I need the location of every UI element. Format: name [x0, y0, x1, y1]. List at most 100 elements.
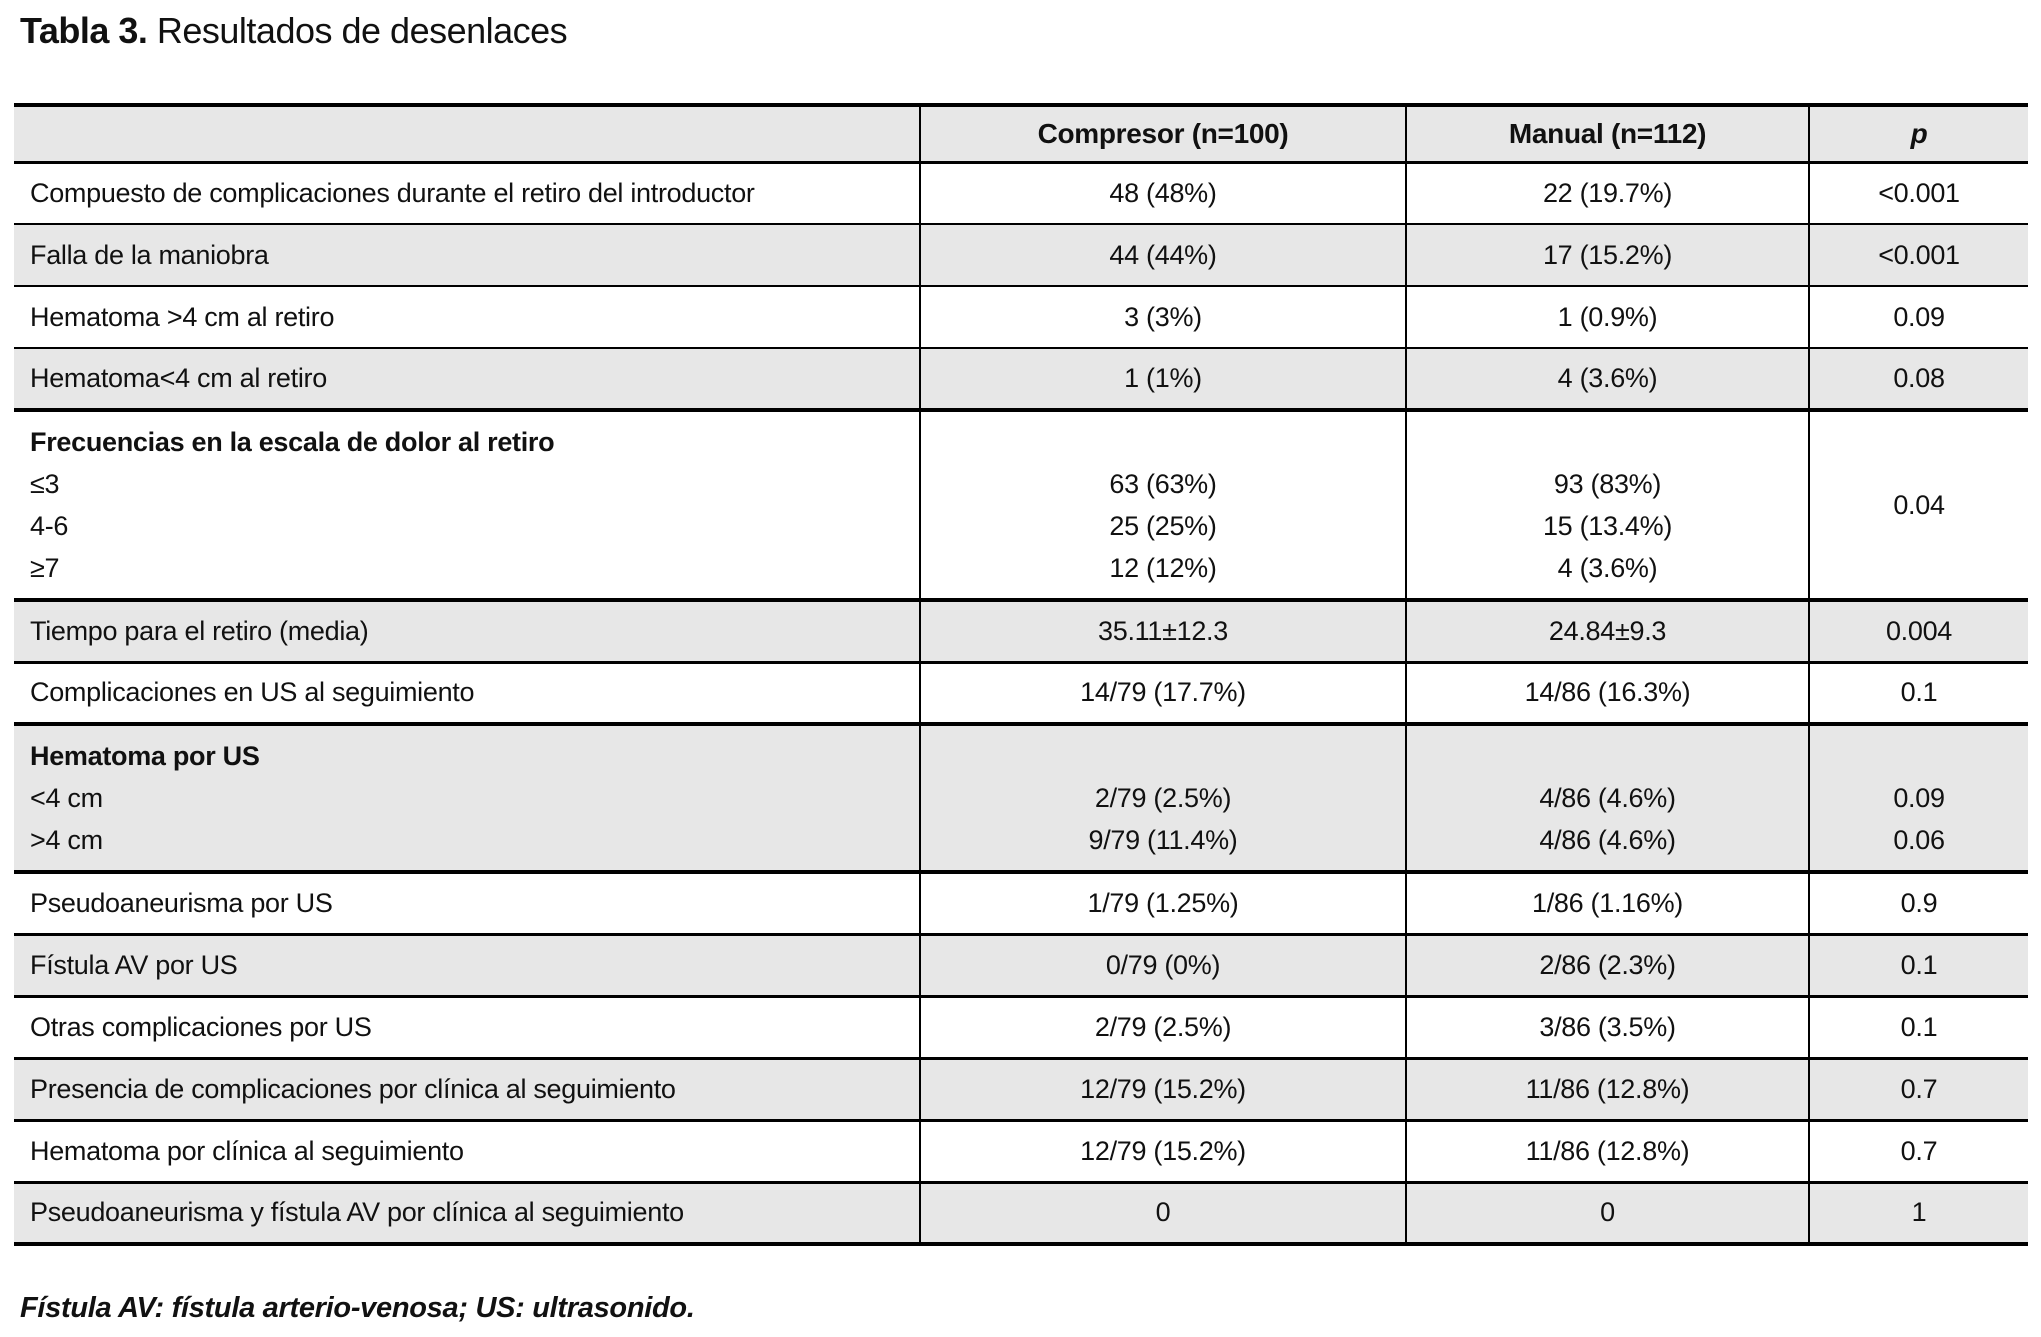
table-row: Compuesto de complicaciones durante el r… [14, 160, 2028, 224]
spacer [921, 735, 1405, 777]
manual-value-cell: 0 [1405, 1180, 1809, 1244]
row-label-cell: Otras complicaciones por US [14, 994, 920, 1058]
manual-value-cell: 1/86 (1.16%) [1405, 870, 1809, 934]
header-p: p [1808, 105, 2028, 162]
table-row: Presencia de complicaciones por clínica … [14, 1056, 2028, 1120]
row-label-cell: Compuesto de complicaciones durante el r… [14, 160, 920, 224]
p-value-cell: 0.08 [1808, 347, 2028, 410]
group-p-value: 0.09 [1893, 783, 1945, 813]
row-label-cell: Fístula AV por US [14, 932, 920, 996]
group-sub-label: ≤3 [30, 469, 60, 499]
table-title: Tabla 3. Resultados de desenlaces [20, 10, 568, 52]
group-value: 93 (83%) [1553, 469, 1662, 499]
header-empty-cell [14, 105, 920, 162]
row-label-cell: Falla de la maniobra [14, 223, 920, 286]
compresor-value-cell: 1 (1%) [919, 347, 1406, 410]
table-row: Pseudoaneurisma y fístula AV por clínica… [14, 1180, 2028, 1244]
p-value-cell: 0.04 [1808, 408, 2028, 600]
compresor-value-cell: 0 [919, 1180, 1406, 1244]
header-compresor: Compresor (n=100) [919, 105, 1406, 162]
group-value: 25 (25%) [1109, 511, 1217, 541]
compresor-value-cell: 0/79 (0%) [919, 932, 1406, 996]
table-row: Pseudoaneurisma por US 1/79 (1.25%) 1/86… [14, 870, 2028, 934]
compresor-value-cell: 3 (3%) [919, 285, 1406, 348]
p-value-cell: 1 [1808, 1180, 2028, 1244]
group-value: 12 (12%) [1109, 553, 1217, 583]
table-row: Hematoma >4 cm al retiro 3 (3%) 1 (0.9%)… [14, 285, 2028, 348]
group-value: 2/79 (2.5%) [1094, 783, 1232, 813]
compresor-value-cell: 35.11±12.3 [919, 598, 1406, 662]
p-value-cell: 0.1 [1808, 932, 2028, 996]
manual-value-cell: 22 (19.7%) [1405, 160, 1809, 224]
p-value-cell: 0.7 [1808, 1118, 2028, 1182]
table-row: Fístula AV por US 0/79 (0%) 2/86 (2.3%) … [14, 932, 2028, 996]
manual-value-cell: 11/86 (12.8%) [1405, 1118, 1809, 1182]
row-label-cell: Pseudoaneurisma y fístula AV por clínica… [14, 1180, 920, 1244]
spacer [921, 421, 1405, 463]
group-value: 9/79 (11.4%) [1088, 825, 1238, 855]
manual-value-cell: 2/86 (2.3%) [1405, 932, 1809, 996]
p-value-cell: 0.9 [1808, 870, 2028, 934]
compresor-value-cell: 12/79 (15.2%) [919, 1056, 1406, 1120]
group-sub-label: >4 cm [30, 825, 103, 855]
manual-value-cell: 17 (15.2%) [1405, 223, 1809, 286]
manual-value-cell: 93 (83%) 15 (13.4%) 4 (3.6%) [1405, 408, 1809, 600]
compresor-value-cell: 2/79 (2.5%) [919, 994, 1406, 1058]
table-row-group-dolor: Frecuencias en la escala de dolor al ret… [14, 408, 2028, 600]
row-label-cell: Complicaciones en US al seguimiento [14, 660, 920, 724]
group-value: 4 (3.6%) [1557, 553, 1658, 583]
group-value: 63 (63%) [1109, 469, 1217, 499]
compresor-value-cell: 2/79 (2.5%) 9/79 (11.4%) [919, 722, 1406, 872]
manual-value-cell: 14/86 (16.3%) [1405, 660, 1809, 724]
manual-value-cell: 11/86 (12.8%) [1405, 1056, 1809, 1120]
group-value: 4/86 (4.6%) [1539, 825, 1676, 855]
p-value-cell: 0.1 [1808, 660, 2028, 724]
p-value-cell: 0.1 [1808, 994, 2028, 1058]
table-footnote: Fístula AV: fístula arterio-venosa; US: … [20, 1292, 695, 1324]
table-title-number: Tabla 3. [20, 10, 148, 51]
table-header-row: Compresor (n=100) Manual (n=112) p [14, 105, 2028, 162]
table-row-group-hematoma-us: Hematoma por US <4 cm >4 cm 2/79 (2.5%) … [14, 722, 2028, 872]
p-value-cell: <0.001 [1808, 160, 2028, 224]
manual-value-cell: 4/86 (4.6%) 4/86 (4.6%) [1405, 722, 1809, 872]
row-label-cell: Pseudoaneurisma por US [14, 870, 920, 934]
row-label-cell: Hematoma por clínica al seguimiento [14, 1118, 920, 1182]
group-sub-label: 4-6 [30, 511, 69, 541]
spacer [1407, 421, 1808, 463]
compresor-value-cell: 12/79 (15.2%) [919, 1118, 1406, 1182]
row-label-cell: Frecuencias en la escala de dolor al ret… [14, 408, 920, 600]
results-table: Compresor (n=100) Manual (n=112) p Compu… [14, 103, 2028, 1246]
manual-value-cell: 3/86 (3.5%) [1405, 994, 1809, 1058]
spacer [1810, 735, 2028, 777]
group-title: Frecuencias en la escala de dolor al ret… [30, 427, 555, 457]
group-sub-label: <4 cm [30, 783, 103, 813]
row-label-cell: Presencia de complicaciones por clínica … [14, 1056, 920, 1120]
p-value-cell: 0.004 [1808, 598, 2028, 662]
spacer [1407, 735, 1808, 777]
table-row: Hematoma por clínica al seguimiento 12/7… [14, 1118, 2028, 1182]
header-manual: Manual (n=112) [1405, 105, 1809, 162]
compresor-value-cell: 48 (48%) [919, 160, 1406, 224]
table-row: Complicaciones en US al seguimiento 14/7… [14, 660, 2028, 724]
table-row: Falla de la maniobra 44 (44%) 17 (15.2%)… [14, 223, 2028, 286]
row-label-cell: Hematoma >4 cm al retiro [14, 285, 920, 348]
compresor-value-cell: 14/79 (17.7%) [919, 660, 1406, 724]
p-value-cell: <0.001 [1808, 223, 2028, 286]
row-label-cell: Hematoma por US <4 cm >4 cm [14, 722, 920, 872]
table-row: Hematoma<4 cm al retiro 1 (1%) 4 (3.6%) … [14, 347, 2028, 410]
p-value-cell: 0.7 [1808, 1056, 2028, 1120]
compresor-value-cell: 1/79 (1.25%) [919, 870, 1406, 934]
group-sub-label: ≥7 [30, 553, 60, 583]
table-title-text: Resultados de desenlaces [147, 10, 568, 51]
group-value: 4/86 (4.6%) [1539, 783, 1676, 813]
row-label-cell: Hematoma<4 cm al retiro [14, 347, 920, 410]
compresor-value-cell: 44 (44%) [919, 223, 1406, 286]
p-value-cell: 0.09 0.06 [1808, 722, 2028, 872]
group-title: Hematoma por US [30, 741, 260, 771]
manual-value-cell: 24.84±9.3 [1405, 598, 1809, 662]
row-label-cell: Tiempo para el retiro (media) [14, 598, 920, 662]
group-value: 15 (13.4%) [1542, 511, 1673, 541]
compresor-value-cell: 63 (63%) 25 (25%) 12 (12%) [919, 408, 1406, 600]
manual-value-cell: 4 (3.6%) [1405, 347, 1809, 410]
